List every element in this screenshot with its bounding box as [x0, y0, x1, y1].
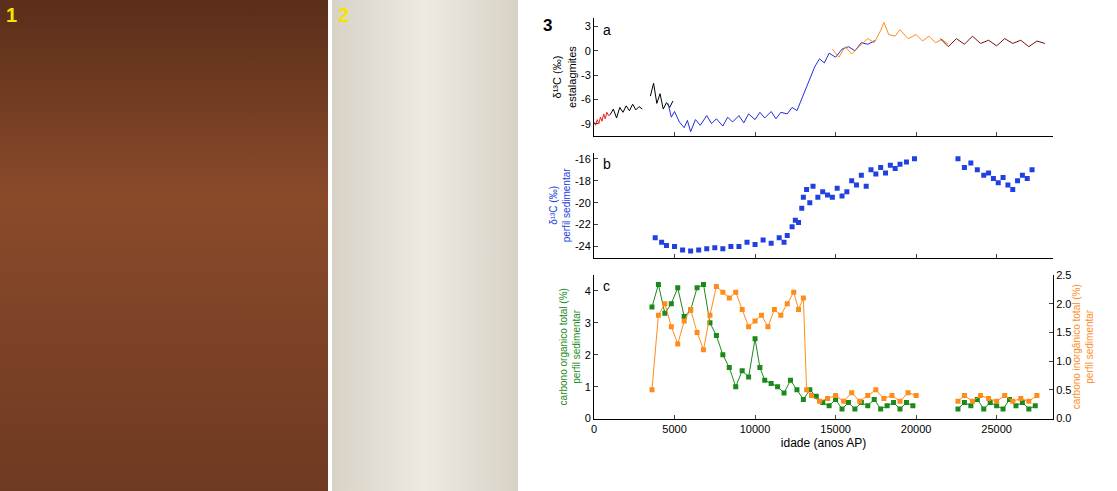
- svg-text:3: 3: [585, 317, 591, 329]
- svg-text:carbono inorgânico total (%)pe: carbono inorgânico total (%)perfil sedim…: [1071, 284, 1095, 409]
- svg-text:-22: -22: [575, 218, 591, 230]
- svg-text:c: c: [603, 278, 610, 294]
- svg-text:-6: -6: [581, 93, 591, 105]
- svg-text:-20: -20: [575, 197, 591, 209]
- svg-text:1.5: 1.5: [1056, 326, 1071, 338]
- svg-text:1.0: 1.0: [1056, 355, 1071, 367]
- svg-text:δ¹³C (‰)estalagmites: δ¹³C (‰)estalagmites: [551, 46, 577, 108]
- svg-text:0.0: 0.0: [1056, 412, 1071, 424]
- svg-text:carbono organico total (%)perf: carbono organico total (%)perfil sedimen…: [558, 288, 582, 405]
- svg-text:10000: 10000: [740, 423, 771, 435]
- svg-text:-24: -24: [575, 240, 591, 252]
- svg-text:3: 3: [585, 20, 591, 32]
- svg-text:2.5: 2.5: [1056, 269, 1071, 281]
- svg-text:15000: 15000: [820, 423, 851, 435]
- svg-text:4: 4: [585, 285, 591, 297]
- html-text:1: 1: [6, 4, 18, 26]
- svg-text:a: a: [603, 22, 611, 38]
- svg-text:3: 3: [543, 16, 552, 35]
- svg-text:20000: 20000: [901, 423, 932, 435]
- svg-text:idade (anos AP): idade (anos AP): [781, 436, 866, 450]
- svg-text:0: 0: [585, 412, 591, 424]
- svg-text:25000: 25000: [981, 423, 1012, 435]
- svg-text:b: b: [603, 156, 611, 172]
- svg-text:2.0: 2.0: [1056, 298, 1071, 310]
- svg-text:-18: -18: [575, 175, 591, 187]
- svg-text:-16: -16: [575, 153, 591, 165]
- svg-text:0.5: 0.5: [1056, 384, 1071, 396]
- svg-text:-9: -9: [581, 118, 591, 130]
- svg-text:1: 1: [585, 381, 591, 393]
- html-text:2: 2: [338, 4, 350, 26]
- svg-text:0: 0: [591, 423, 597, 435]
- svg-text:5000: 5000: [662, 423, 686, 435]
- svg-text:δ¹³C (‰)perfil sedimentar: δ¹³C (‰)perfil sedimentar: [548, 168, 572, 243]
- svg-text:0: 0: [585, 45, 591, 57]
- svg-text:2: 2: [585, 349, 591, 361]
- svg-text:-3: -3: [581, 69, 591, 81]
